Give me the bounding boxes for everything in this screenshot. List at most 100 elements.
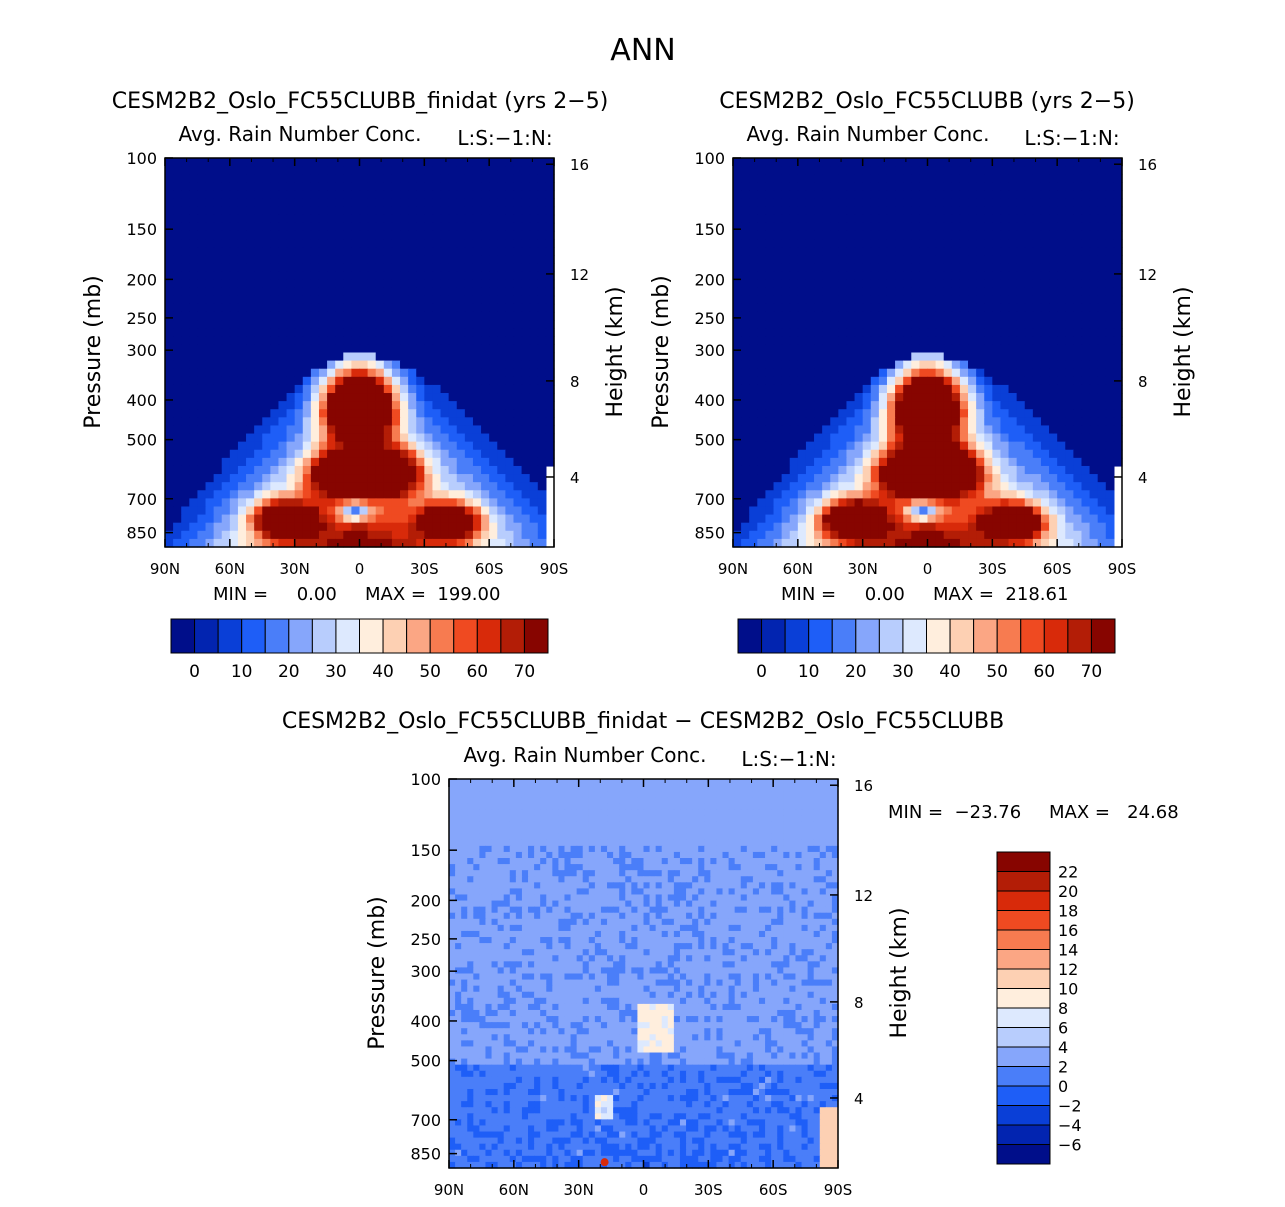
- heat-cell: [943, 279, 953, 289]
- heat-cell: [1016, 336, 1026, 345]
- heat-cell: [262, 295, 271, 305]
- heat-cell: [262, 393, 271, 402]
- heat-cell: [619, 785, 626, 792]
- heat-cell: [797, 320, 807, 329]
- heat-cell: [1000, 474, 1010, 483]
- heat-cell: [383, 417, 393, 427]
- heat-cell: [919, 222, 929, 232]
- heat-cell: [1040, 320, 1050, 329]
- heat-cell: [229, 344, 239, 354]
- heat-cell: [895, 482, 904, 491]
- heat-cell: [741, 490, 750, 499]
- heat-cell: [237, 247, 247, 256]
- heat-cell: [1057, 401, 1066, 410]
- heat-cell: [1000, 311, 1010, 321]
- heat-cell: [814, 352, 823, 362]
- heat-cell: [951, 441, 961, 451]
- heat-cell: [976, 230, 985, 240]
- heat-cell: [1089, 490, 1099, 499]
- heat-cell: [1073, 384, 1083, 394]
- heat-cell: [830, 166, 839, 175]
- heat-cell: [375, 522, 385, 532]
- heat-cell: [935, 247, 945, 256]
- heat-cell: [464, 182, 474, 192]
- heat-cell: [432, 255, 442, 264]
- heat-cell: [1105, 538, 1115, 548]
- heat-cell: [254, 498, 263, 508]
- heat-cell: [1024, 182, 1034, 192]
- heat-cell: [822, 174, 831, 183]
- heat-cell: [1113, 198, 1123, 208]
- heat-cell: [968, 271, 977, 281]
- heat-cell: [521, 360, 531, 370]
- heat-cell: [1040, 311, 1050, 321]
- heat-cell: [205, 344, 215, 354]
- heat-cell: [943, 482, 953, 491]
- heat-cell: [870, 328, 880, 337]
- heat-cell: [919, 311, 929, 321]
- heat-cell: [489, 311, 498, 321]
- heat-cell: [870, 441, 880, 451]
- heat-cell: [1024, 538, 1034, 548]
- heat-cell: [335, 344, 344, 354]
- heat-cell: [1081, 158, 1091, 167]
- heat-cell: [310, 538, 320, 548]
- heat-cell: [448, 336, 458, 345]
- heat-cell: [1089, 433, 1099, 443]
- heat-cell: [302, 214, 312, 224]
- heat-cell: [205, 393, 215, 402]
- heat-cell: [911, 490, 920, 499]
- heat-cell: [521, 230, 531, 240]
- heat-cell: [749, 239, 758, 248]
- heat-cell: [383, 320, 393, 329]
- heat-cell: [781, 295, 791, 305]
- y2-tick-label: 4: [1138, 469, 1148, 487]
- heat-cell: [213, 344, 223, 354]
- heat-cell: [822, 287, 831, 297]
- heat-cell: [992, 433, 1002, 443]
- y2-tick-label: 12: [570, 266, 589, 284]
- heat-cell: [237, 384, 247, 394]
- heat-cell: [1016, 393, 1026, 402]
- heat-cell: [343, 490, 352, 499]
- heat-cell: [886, 190, 896, 200]
- heat-cell: [302, 449, 312, 459]
- heat-cell: [302, 384, 312, 394]
- heat-cell: [1049, 320, 1058, 329]
- heat-cell: [310, 279, 320, 289]
- heat-cell: [1040, 538, 1050, 548]
- heat-cell: [1032, 433, 1042, 443]
- heat-cell: [327, 409, 336, 418]
- heat-cell: [205, 384, 215, 394]
- heat-cell: [246, 336, 255, 345]
- heat-cell: [959, 198, 969, 208]
- heat-cell: [1024, 409, 1034, 418]
- heat-cell: [270, 198, 280, 208]
- heat-cell: [424, 247, 434, 256]
- heat-cell: [854, 182, 864, 192]
- heat-cell: [375, 474, 385, 483]
- heat-cell: [1073, 287, 1083, 297]
- heat-cell: [448, 287, 458, 297]
- heat-cell: [838, 376, 848, 386]
- heat-cell: [919, 247, 929, 256]
- heat-cell: [367, 376, 377, 386]
- heat-cell: [294, 433, 304, 443]
- heat-cell: [529, 530, 539, 540]
- heat-cell: [505, 303, 515, 313]
- heat-cell: [472, 336, 482, 345]
- heat-cell: [497, 498, 506, 508]
- heat-cell: [262, 498, 271, 508]
- heat-cell: [505, 506, 515, 516]
- heat-cell: [221, 198, 231, 208]
- heat-cell: [173, 417, 182, 427]
- heat-cell: [505, 368, 515, 378]
- heat-cell: [529, 247, 539, 256]
- heat-cell: [1040, 230, 1050, 240]
- heat-cell: [789, 465, 799, 475]
- heat-cell: [781, 498, 791, 508]
- heat-cell: [741, 498, 750, 508]
- heat-cell: [1049, 457, 1058, 467]
- heat-cell: [513, 190, 523, 200]
- heat-cell: [895, 239, 904, 248]
